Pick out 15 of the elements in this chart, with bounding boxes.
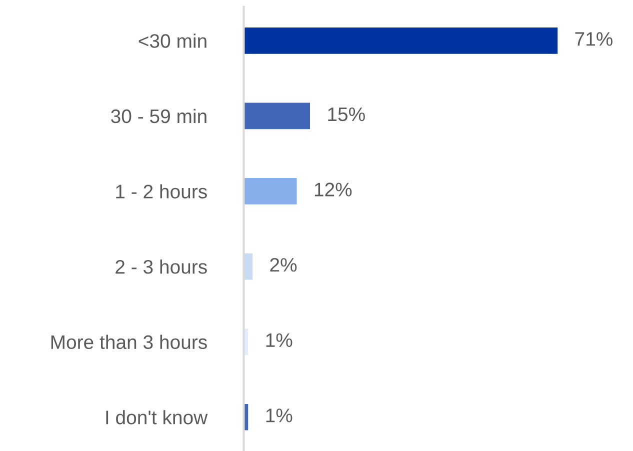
data-label: 71% (575, 32, 612, 46)
y-tick-label: <30 min (138, 34, 206, 48)
y-tick-label: 2 - 3 hours (116, 259, 207, 274)
y-tick-label: 1 - 2 hours (116, 184, 207, 198)
data-label: 1% (266, 408, 292, 422)
y-tick-label: I don't know (106, 410, 208, 424)
data-label: 2% (270, 258, 297, 272)
data-label: 12% (314, 182, 352, 196)
y-tick-label: 30 - 59 min (111, 108, 206, 124)
bar (244, 178, 297, 204)
bar (244, 27, 558, 54)
y-tick-label: More than 3 hours (51, 334, 207, 350)
data-label: 15% (328, 107, 365, 122)
bar (244, 102, 310, 130)
data-label: 1% (266, 333, 292, 347)
